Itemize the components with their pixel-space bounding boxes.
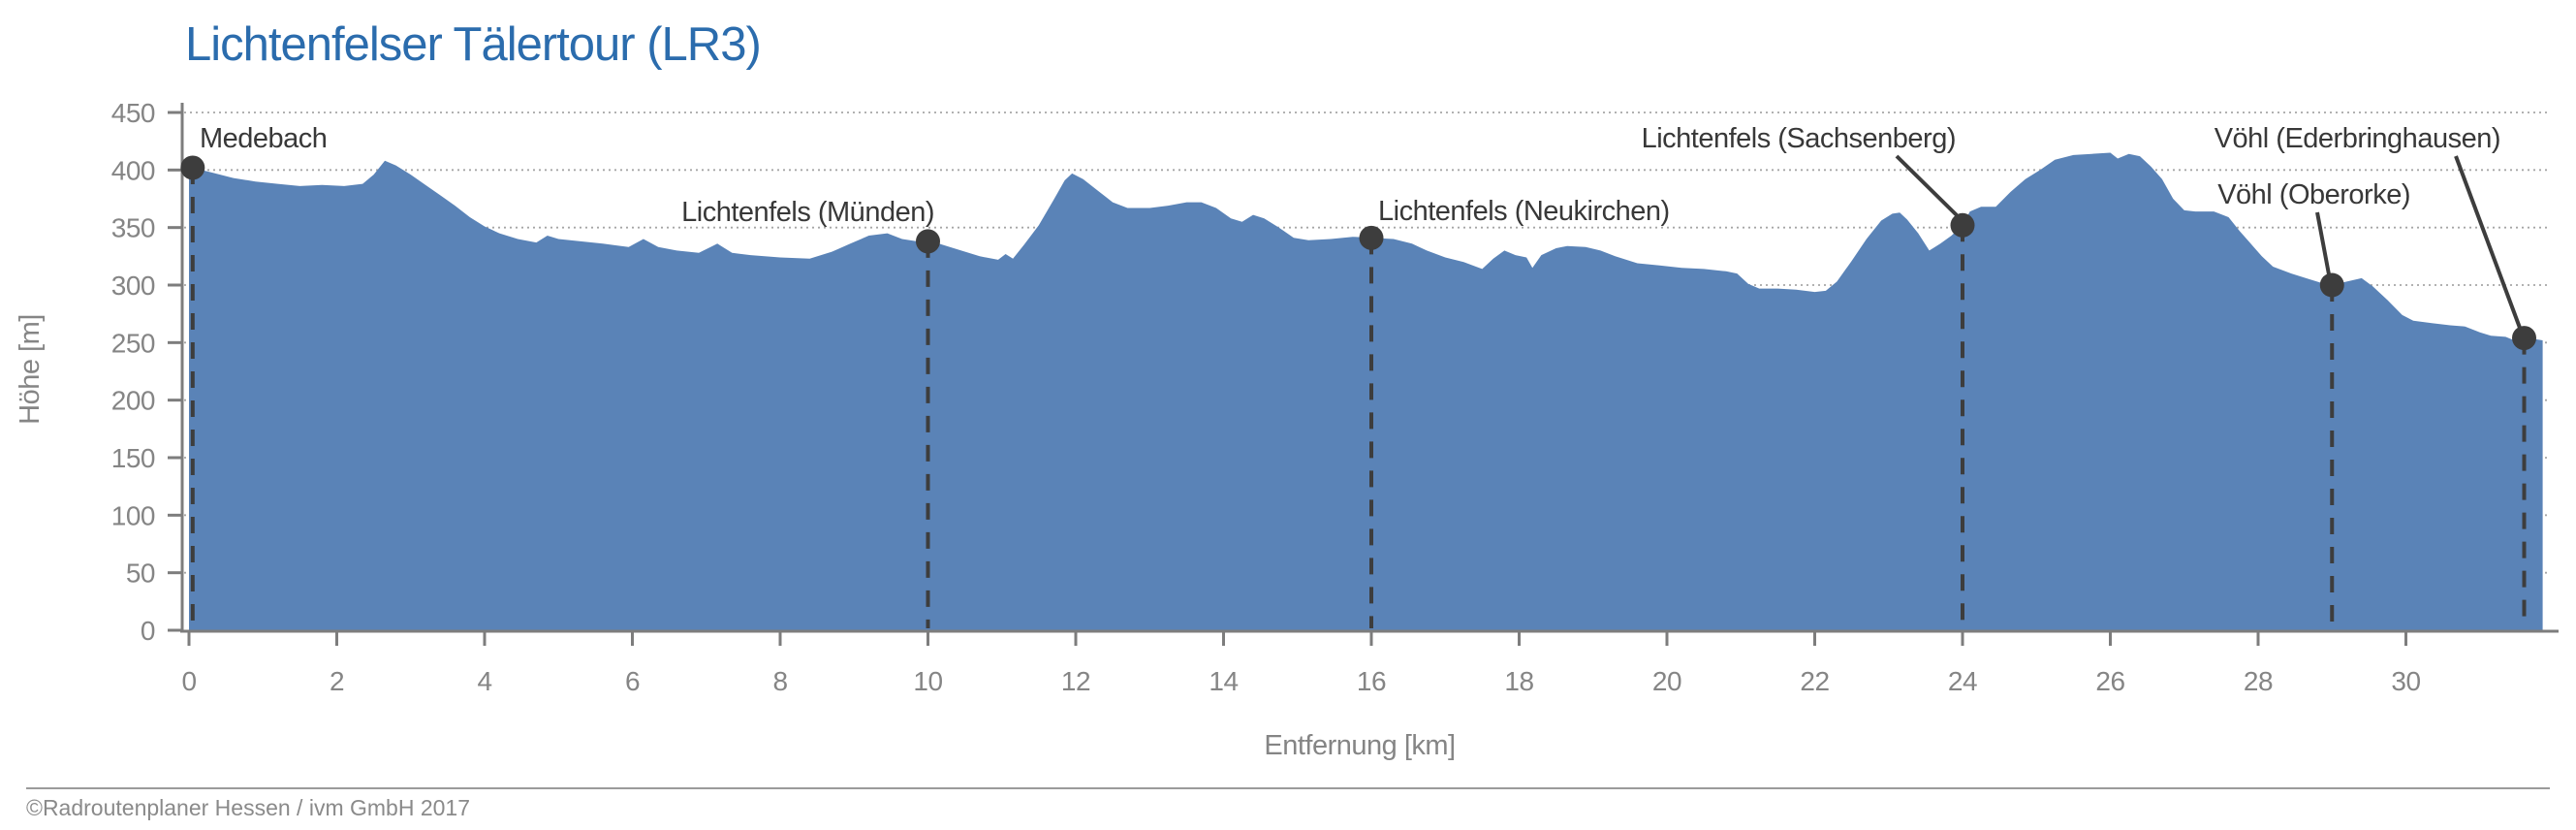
waypoint-label: Lichtenfels (Sachsenberg) (1642, 123, 1956, 154)
x-tick-label: 2 (330, 666, 344, 696)
copyright-text: ©Radroutenplaner Hessen / ivm GmbH 2017 (26, 795, 471, 820)
y-tick-label: 50 (126, 559, 155, 589)
x-tick-label: 26 (2095, 666, 2124, 696)
x-tick-label: 16 (1357, 666, 1386, 696)
x-tick-label: 10 (913, 666, 942, 696)
x-tick-label: 30 (2391, 666, 2420, 696)
waypoint-marker: Lichtenfels (Sachsenberg) (1642, 123, 1975, 628)
x-tick-label: 8 (772, 666, 787, 696)
x-tick-label: 0 (181, 666, 196, 696)
y-tick-label: 450 (111, 98, 155, 128)
x-tick-label: 12 (1061, 666, 1090, 696)
waypoint-label: Vöhl (Oberorke) (2217, 179, 2410, 210)
waypoint-dot (916, 229, 940, 254)
waypoint-label: Lichtenfels (Neukirchen) (1378, 196, 1670, 227)
waypoint-label: Lichtenfels (Münden) (681, 197, 934, 228)
elevation-area (189, 152, 2543, 630)
x-tick-label: 18 (1504, 666, 1533, 696)
x-tick-label: 24 (1948, 666, 1977, 696)
y-tick-label: 400 (111, 155, 155, 185)
waypoint-dot (180, 155, 205, 180)
x-tick-label: 20 (1652, 666, 1681, 696)
waypoint-label: Medebach (200, 123, 327, 154)
chart-title: Lichtenfelser Tälertour (LR3) (185, 18, 762, 71)
elevation-area-shape (189, 152, 2543, 630)
y-tick-label: 150 (111, 443, 155, 473)
footer-divider (26, 787, 2550, 789)
x-tick-label: 22 (1800, 666, 1829, 696)
waypoint-markers: Medebach Lichtenfels (Münden) Lichtenfels … (180, 123, 2536, 628)
x-tick-label: 28 (2244, 666, 2273, 696)
y-tick-label: 250 (111, 328, 155, 358)
y-tick-label: 200 (111, 386, 155, 416)
y-tick-label: 350 (111, 213, 155, 243)
y-tick-label: 100 (111, 500, 155, 530)
x-axis-title: Entfernung [km] (1264, 730, 1455, 761)
waypoint-leader-line (2315, 211, 2331, 275)
x-tick-label: 6 (625, 666, 640, 696)
waypoint-dot (1359, 225, 1384, 250)
waypoint-dot (2319, 272, 2344, 298)
y-axis-title: Höhe [m] (15, 314, 46, 425)
waypoint-dot (1950, 212, 1975, 238)
waypoint-marker: Medebach (180, 123, 328, 628)
waypoint-label: Vöhl (Ederbringhausen) (2215, 123, 2500, 154)
waypoint-leader-line (1895, 154, 1959, 217)
x-tick-label: 4 (477, 666, 491, 696)
waypoint-dot (2512, 326, 2536, 351)
waypoint-leader-line (2454, 155, 2522, 329)
y-tick-label: 300 (111, 271, 155, 301)
waypoint-marker: Vöhl (Ederbringhausen) (2215, 123, 2536, 628)
waypoint-marker: Vöhl (Oberorke) (2217, 179, 2411, 628)
waypoint-marker: Lichtenfels (Neukirchen) (1359, 196, 1670, 628)
axes (168, 103, 2559, 646)
x-tick-label: 14 (1209, 666, 1238, 696)
waypoint-marker: Lichtenfels (Münden) (681, 197, 940, 628)
y-tick-label: 0 (141, 616, 155, 646)
